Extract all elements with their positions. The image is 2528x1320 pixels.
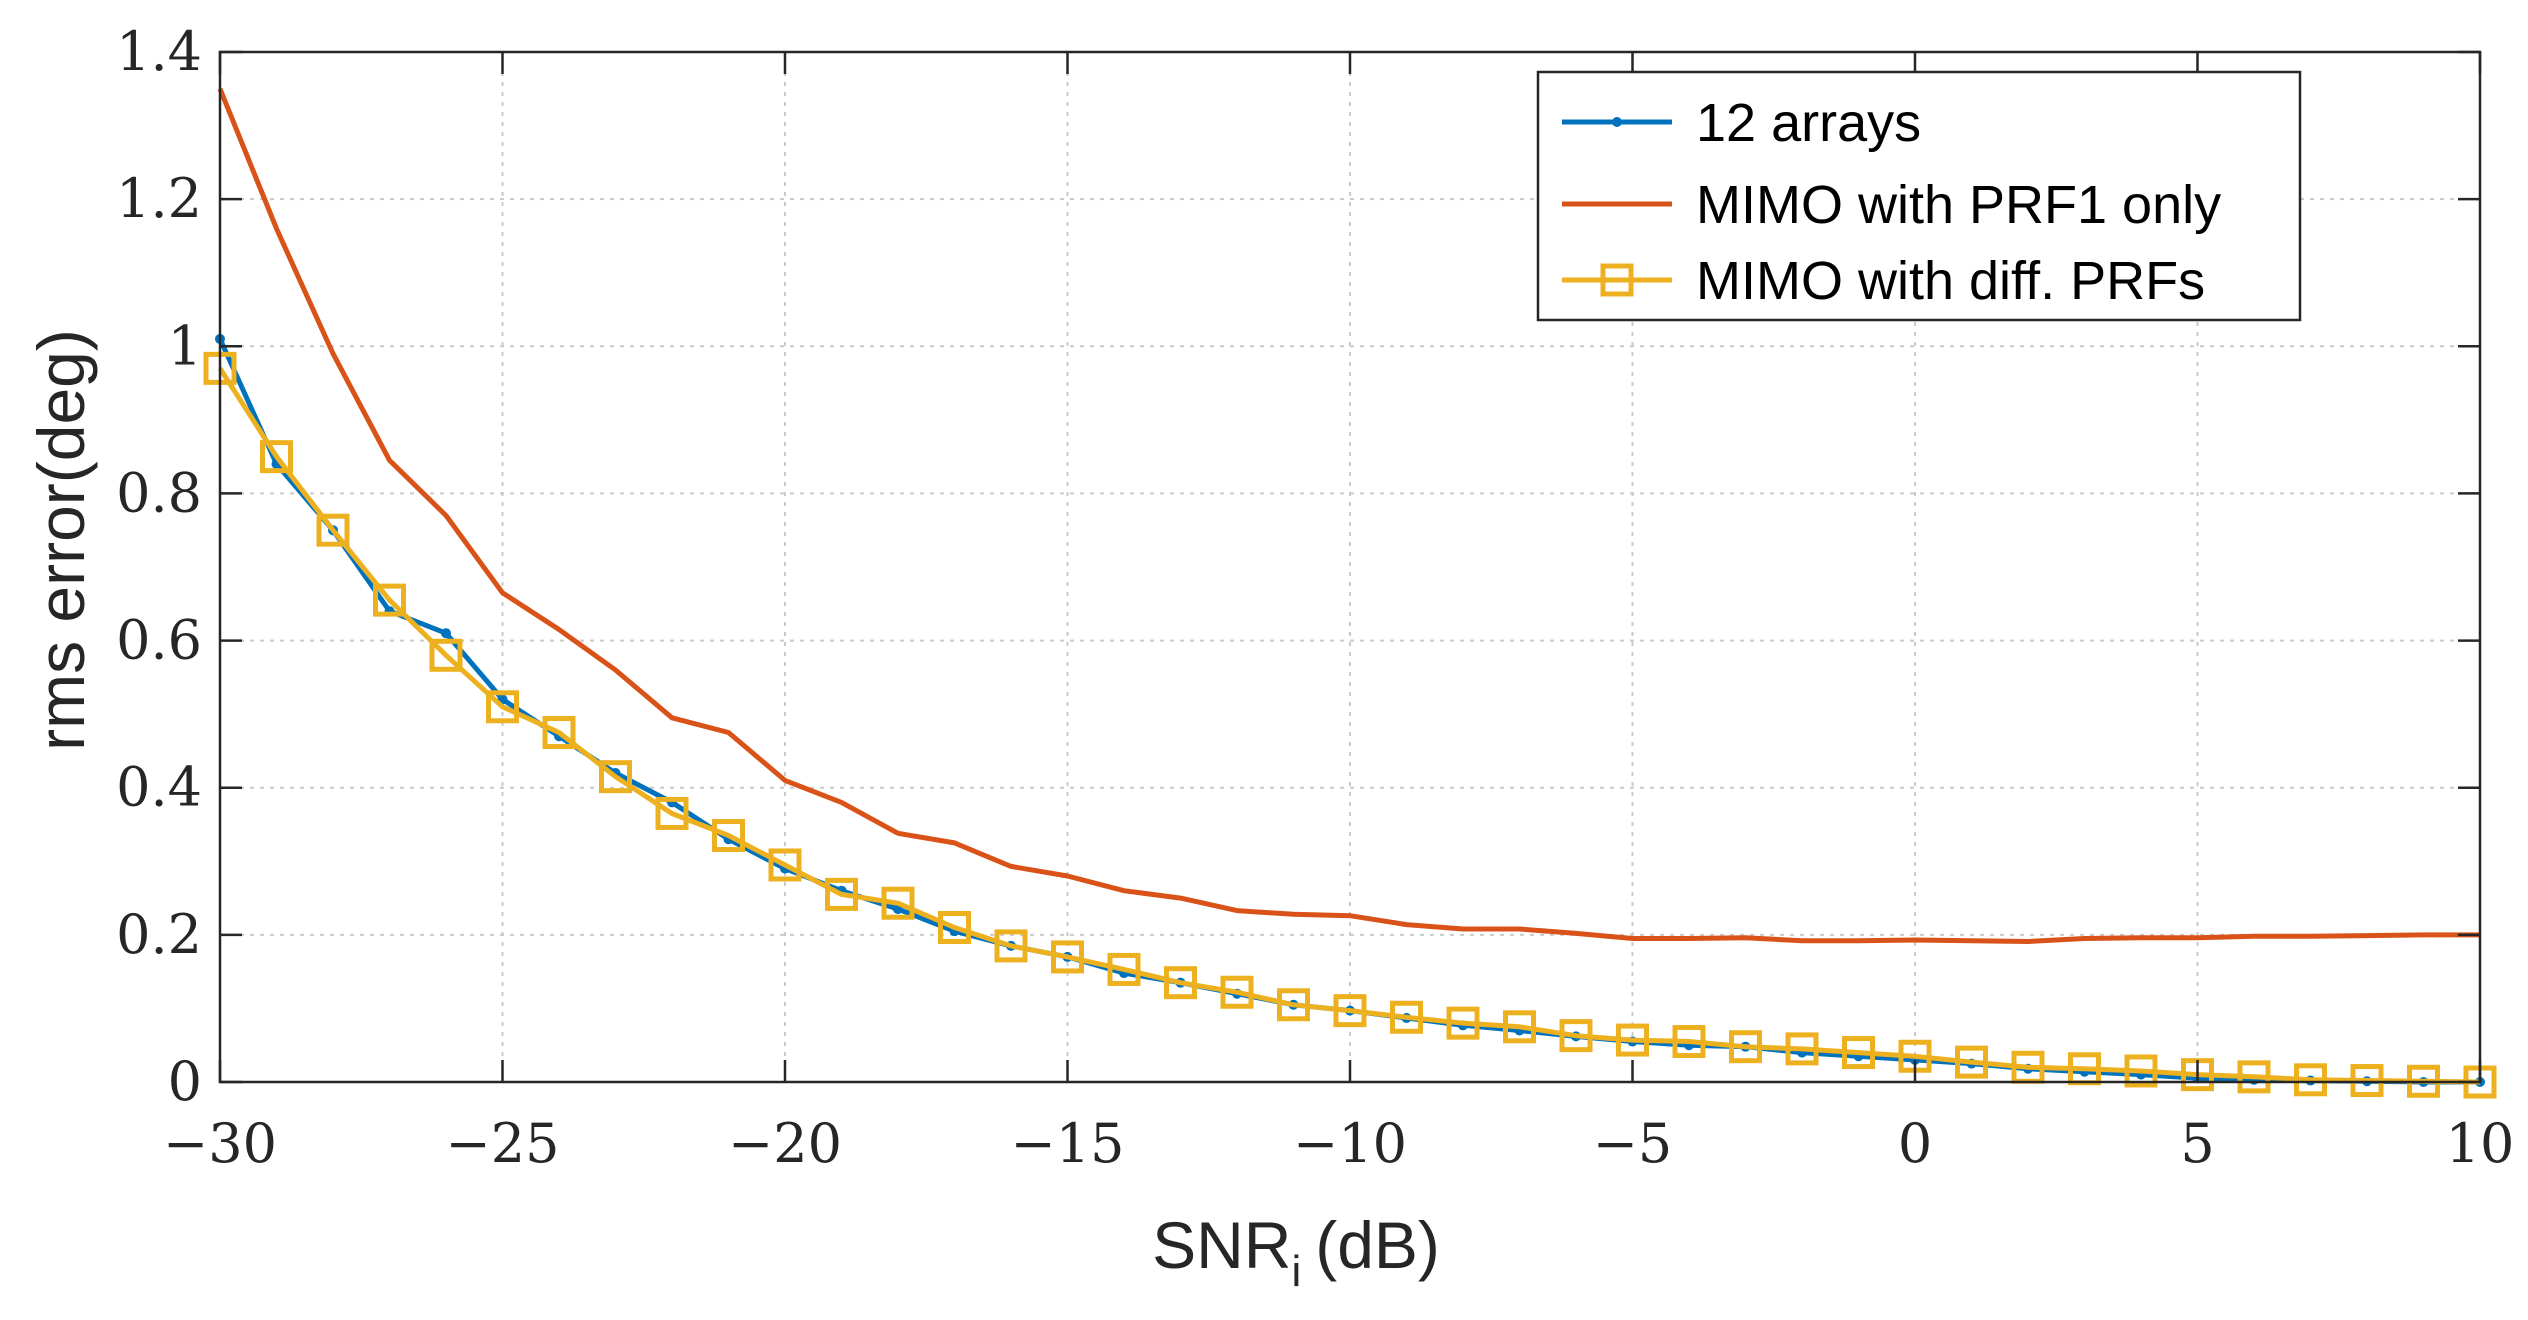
data-point-mimo-with-diff-prfs bbox=[938, 911, 971, 944]
data-point-mimo-with-diff-prfs bbox=[1220, 975, 1254, 1009]
x-tick-label: 10 bbox=[2446, 1112, 2515, 1175]
tick-labels: −30 −25 −20 −15 −10 −5 0 5 10 0 0.2 0.4 0.6 0.8 1 1.2 1.… bbox=[116, 20, 2514, 1175]
x-tick-label: −15 bbox=[1011, 1112, 1125, 1175]
x-tick-label: −30 bbox=[163, 1112, 277, 1175]
data-point-mimo-with-diff-prfs bbox=[1955, 1045, 1988, 1079]
data-point-mimo-with-diff-prfs bbox=[1107, 952, 1141, 986]
data-point-mimo-with-diff-prfs bbox=[655, 796, 689, 830]
y-tick-label: 1 bbox=[168, 314, 202, 377]
y-tick-label: 0.2 bbox=[116, 903, 202, 966]
data-point-mimo-with-diff-prfs bbox=[1390, 1000, 1423, 1034]
y-tick-label: 1.2 bbox=[116, 167, 202, 230]
legend-label-mimo-diff-prfs: MIMO with diff. PRFs bbox=[1696, 251, 2205, 311]
legend-item-mimo-diff-prfs: MIMO with diff. PRFs bbox=[1562, 251, 2205, 311]
legend-item-12-arrays: 12 arrays bbox=[1562, 93, 1921, 153]
data-point-mimo-with-diff-prfs bbox=[2237, 1060, 2271, 1094]
data-point-mimo-with-diff-prfs bbox=[486, 690, 519, 724]
data-point-mimo-with-diff-prfs bbox=[768, 848, 802, 882]
y-tick-label: 1.4 bbox=[116, 20, 202, 83]
y-tick-label: 0.8 bbox=[116, 461, 202, 524]
data-point-mimo-with-diff-prfs bbox=[1503, 1010, 1536, 1044]
y-axis-title: rms error(deg) bbox=[24, 329, 98, 751]
x-tick-label: 0 bbox=[1898, 1112, 1932, 1175]
data-point-mimo-with-diff-prfs bbox=[2124, 1054, 2158, 1088]
legend-marker-mimo-diff-prfs bbox=[1600, 263, 1634, 297]
data-point-mimo-with-diff-prfs bbox=[260, 440, 293, 474]
data-point-mimo-with-diff-prfs bbox=[1277, 988, 1310, 1022]
y-tick-label: 0 bbox=[168, 1050, 202, 1113]
x-tick-label: −5 bbox=[1593, 1112, 1673, 1175]
data-point-mimo-with-diff-prfs bbox=[373, 583, 406, 617]
y-tick-label: 0.4 bbox=[116, 756, 202, 819]
data-point-mimo-with-diff-prfs bbox=[881, 886, 915, 920]
data-point-mimo-with-diff-prfs bbox=[2350, 1064, 2384, 1098]
x-tick-label: −25 bbox=[446, 1112, 560, 1175]
data-point-mimo-with-diff-prfs bbox=[712, 819, 745, 853]
legend: 12 arrays MIMO with PRF1 only MIMO with … bbox=[1536, 70, 2302, 322]
x-tick-label: −20 bbox=[728, 1112, 842, 1175]
data-point-mimo-with-diff-prfs bbox=[542, 716, 576, 750]
legend-item-mimo-prf1: MIMO with PRF1 only bbox=[1562, 175, 2221, 235]
data-point-mimo-with-diff-prfs bbox=[1333, 994, 1367, 1028]
data-point-mimo-with-diff-prfs bbox=[1729, 1030, 1762, 1064]
data-point-mimo-with-diff-prfs bbox=[1785, 1032, 1819, 1066]
x-axis-title: SNRi (dB) bbox=[1152, 1208, 1440, 1296]
data-point-mimo-with-diff-prfs bbox=[599, 760, 632, 794]
data-point-mimo-with-diff-prfs bbox=[994, 929, 1028, 963]
x-axis-title-unit: (dB) bbox=[1315, 1208, 1440, 1282]
data-point-mimo-with-diff-prfs bbox=[1559, 1019, 1593, 1053]
data-point-mimo-with-diff-prfs bbox=[1616, 1023, 1649, 1057]
data-point-mimo-with-diff-prfs bbox=[1051, 940, 1084, 974]
data-point-12-arrays bbox=[441, 628, 451, 639]
legend-marker-12-arrays bbox=[1612, 117, 1622, 127]
data-point-mimo-with-diff-prfs bbox=[825, 877, 858, 911]
data-point-mimo-with-diff-prfs bbox=[1446, 1006, 1480, 1040]
series-line-mimo-with-diff-prfs bbox=[217, 367, 2481, 1085]
y-tick-label: 0.6 bbox=[116, 609, 202, 672]
tick-marks bbox=[218, 50, 2482, 1084]
x-axis-title-subscript: i bbox=[1291, 1247, 1301, 1296]
x-tick-label: −10 bbox=[1293, 1112, 1407, 1175]
data-point-mimo-with-diff-prfs bbox=[2294, 1063, 2327, 1097]
data-point-mimo-with-diff-prfs bbox=[1672, 1025, 1706, 1059]
x-axis-title-main: SNR bbox=[1152, 1208, 1291, 1282]
data-point-mimo-with-diff-prfs bbox=[1842, 1036, 1875, 1070]
data-point-mimo-with-diff-prfs bbox=[429, 638, 463, 672]
x-tick-label: 5 bbox=[2180, 1112, 2214, 1175]
legend-label-12-arrays: 12 arrays bbox=[1696, 93, 1921, 153]
series-line-mimo-with-prf1-only bbox=[217, 87, 2480, 944]
data-point-mimo-with-diff-prfs bbox=[1164, 966, 1197, 1000]
data-point-mimo-with-diff-prfs bbox=[316, 513, 350, 547]
legend-label-mimo-prf1: MIMO with PRF1 only bbox=[1696, 175, 2221, 235]
